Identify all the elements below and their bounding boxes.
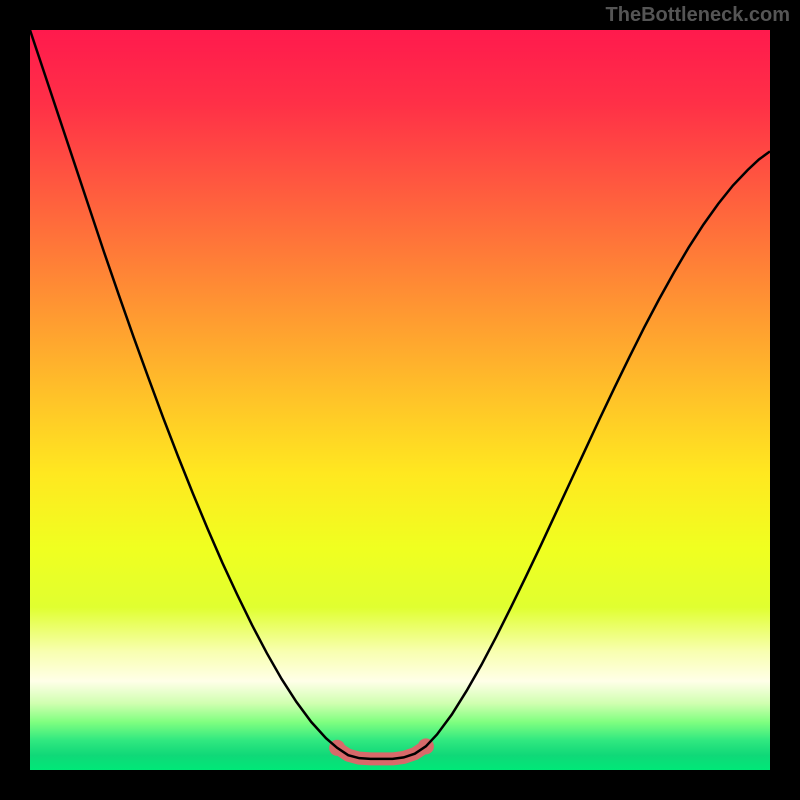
curve-layer (30, 30, 770, 770)
plot-area (30, 30, 770, 770)
main-curve (30, 30, 770, 759)
chart-container: TheBottleneck.com (0, 0, 800, 800)
watermark-text: TheBottleneck.com (606, 4, 790, 27)
